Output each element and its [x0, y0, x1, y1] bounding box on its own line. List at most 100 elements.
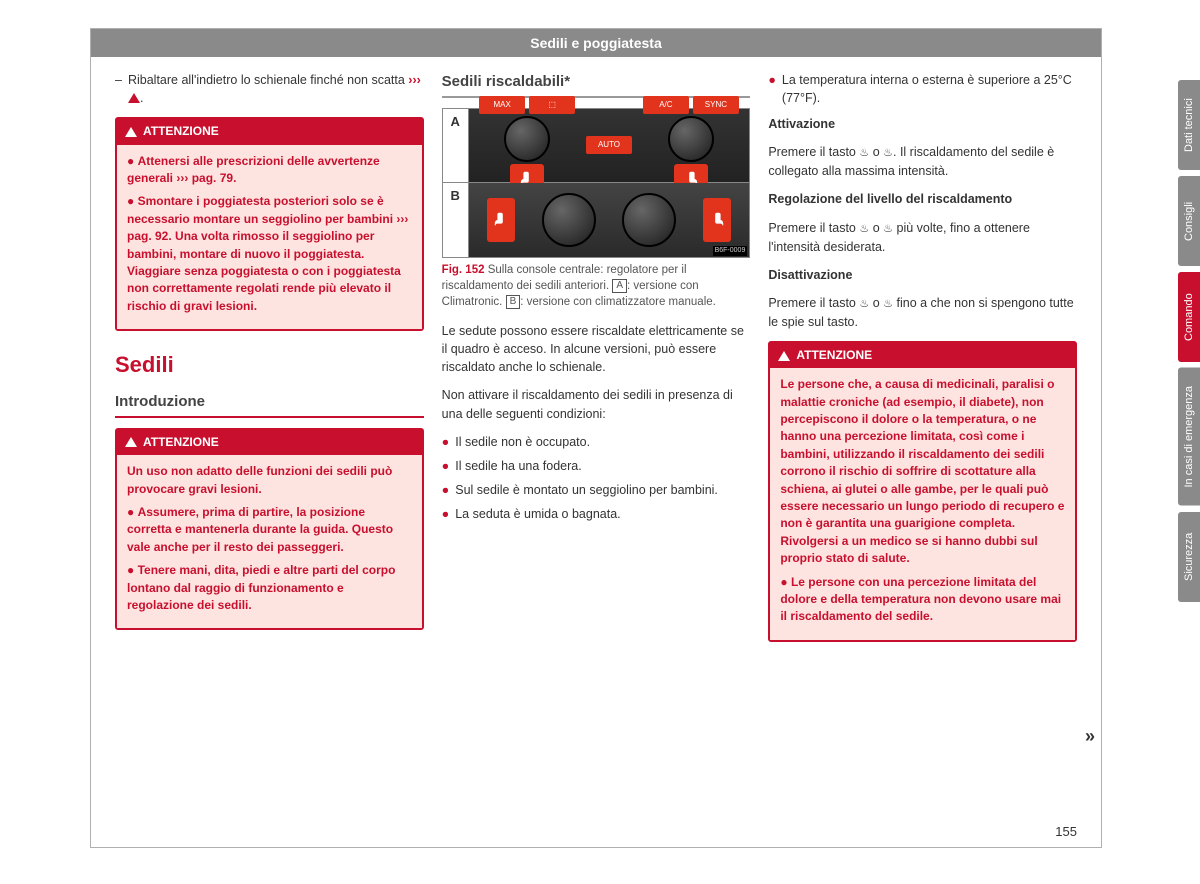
page-ref: pag. 79: [192, 171, 233, 185]
text: Le persone che, a causa di medicinali, p…: [780, 377, 1064, 565]
subsection-introduzione: Introduzione: [115, 391, 424, 418]
warning-triangle-icon: [128, 93, 140, 103]
paragraph-heading: Regolazione del livello del riscaldament…: [768, 190, 1077, 208]
heated-seat-left-button: [487, 198, 515, 242]
paragraph-heading: Attivazione: [768, 115, 1077, 133]
text: o: [869, 221, 883, 235]
manual-page: Sedili e poggiatesta – Ribaltare all'ind…: [90, 28, 1102, 848]
max-button: MAX: [479, 96, 525, 114]
text: Smontare i poggiatesta posteriori solo s…: [127, 194, 393, 225]
bullet-icon: ●: [127, 194, 134, 208]
section-heading-sedili: Sedili: [115, 349, 424, 381]
seat-heat-left-icon: ♨: [859, 147, 869, 159]
warning-triangle-icon: [125, 127, 137, 137]
seat-heat-left-icon: ♨: [859, 223, 869, 235]
page-number: 155: [1055, 824, 1077, 839]
tab-comando[interactable]: Comando: [1178, 272, 1200, 362]
bullet-icon: ●: [442, 505, 450, 523]
box-ref-b: B: [506, 295, 521, 309]
text: . Una volta rimosso il seggiolino per ba…: [127, 229, 401, 313]
figure-box: A MAX ⬚ AUTO: [442, 108, 751, 258]
panel-label-b: B: [443, 183, 469, 257]
left-controls: MAX ⬚: [479, 96, 575, 194]
list-item: ● La seduta è umida o bagnata.: [442, 505, 751, 523]
page-ref: pag. 92: [127, 229, 168, 243]
bullet-icon: ●: [442, 481, 450, 499]
text: Attenersi alle prescrizioni delle avvert…: [127, 154, 380, 185]
seat-heat-left-icon: ♨: [859, 298, 869, 310]
text: Ribaltare all'indietro lo schienale finc…: [128, 73, 405, 87]
warning-box: ATTENZIONE ● Attenersi alle prescrizioni…: [115, 117, 424, 331]
auto-button: AUTO: [586, 136, 632, 154]
warning-body: Le persone che, a causa di medicinali, p…: [770, 368, 1075, 639]
column-1: – Ribaltare all'indietro lo schienale fi…: [115, 71, 424, 656]
climatronic-panel-image: MAX ⬚ AUTO A/C SYNC: [469, 109, 750, 182]
column-3: ●La temperatura interna o esterna è supe…: [768, 71, 1077, 656]
paragraph-heading: Disattivazione: [768, 266, 1077, 284]
box-ref-a: A: [612, 279, 627, 293]
tab-sicurezza[interactable]: Sicurezza: [1178, 512, 1200, 602]
text: Premere il tasto: [768, 145, 859, 159]
text: Il sedile non è occupato.: [455, 433, 590, 451]
image-code: B6F-0009: [713, 246, 748, 256]
bullet-icon: ●: [442, 457, 450, 475]
list-item: ● Il sedile ha una fodera.: [442, 457, 751, 475]
bullet-icon: ●: [127, 154, 134, 168]
page-header: Sedili e poggiatesta: [91, 29, 1101, 57]
warning-header: ATTENZIONE: [770, 343, 1075, 368]
list-item: ●La temperatura interna o esterna è supe…: [768, 71, 1077, 107]
warning-header: ATTENZIONE: [117, 430, 422, 455]
manual-dial-right: [622, 193, 676, 247]
tab-consigli[interactable]: Consigli: [1178, 176, 1200, 266]
ac-button: A/C: [643, 96, 689, 114]
manual-climate-panel-image: B6F-0009: [469, 183, 750, 257]
warning-title: ATTENZIONE: [796, 347, 872, 364]
intro-text: Ribaltare all'indietro lo schienale finc…: [128, 71, 424, 107]
ref-arrow-icon: ›››: [176, 171, 188, 185]
figure-panel-b: B B6F-0009: [443, 183, 750, 257]
sync-button: SYNC: [693, 96, 739, 114]
content-columns: – Ribaltare all'indietro lo schienale fi…: [91, 57, 1101, 666]
bullet-icon: ●: [127, 563, 134, 577]
figure-caption: Fig. 152 Sulla console centrale: regolat…: [442, 262, 751, 310]
text: Un uso non adatto delle funzioni dei sed…: [127, 464, 392, 495]
seat-heat-right-icon: ♨: [883, 147, 893, 159]
warning-box: ATTENZIONE Le persone che, a causa di me…: [768, 341, 1077, 642]
text: La temperatura interna o esterna è super…: [782, 71, 1077, 107]
seat-heat-right-icon: ♨: [883, 298, 893, 310]
defrost-button: ⬚: [529, 96, 575, 114]
ref-arrow-icon: ›››: [408, 73, 421, 87]
text: o: [869, 145, 883, 159]
text: La seduta è umida o bagnata.: [455, 505, 620, 523]
column-2: Sedili riscaldabili* A MAX ⬚: [442, 71, 751, 656]
side-tabs: Dati tecnici Consigli Comando In casi di…: [1178, 80, 1200, 602]
warning-box: ATTENZIONE Un uso non adatto delle funzi…: [115, 428, 424, 631]
subsection-sedili-riscaldabili: Sedili riscaldabili*: [442, 71, 751, 98]
temp-dial-right: [668, 116, 714, 162]
dash-marker: –: [115, 71, 122, 107]
seat-heat-right-icon: ♨: [883, 223, 893, 235]
text: Premere il tasto: [768, 296, 859, 310]
body-text: Non attivare il riscaldamento dei sedili…: [442, 386, 751, 422]
tab-emergenza[interactable]: In casi di emergenza: [1178, 368, 1200, 506]
temp-dial-left: [504, 116, 550, 162]
text: Il sedile ha una fodera.: [455, 457, 581, 475]
body-text: Premere il tasto ♨ o ♨ fino a che non si…: [768, 294, 1077, 331]
warning-triangle-icon: [125, 437, 137, 447]
center-controls: AUTO: [586, 136, 632, 154]
tab-dati-tecnici[interactable]: Dati tecnici: [1178, 80, 1200, 170]
bullet-icon: ●: [442, 433, 450, 451]
warning-body: ● Attenersi alle prescrizioni delle avve…: [117, 145, 422, 330]
body-text: Premere il tasto ♨ o ♨ più volte, fino a…: [768, 219, 1077, 256]
panel-label-a: A: [443, 109, 469, 182]
warning-triangle-icon: [778, 351, 790, 361]
warning-title: ATTENZIONE: [143, 123, 219, 140]
warning-title: ATTENZIONE: [143, 434, 219, 451]
caption-text: : versione con climatizzatore manuale.: [520, 296, 716, 308]
heated-seat-right-button: [703, 198, 731, 242]
list-item: ● Il sedile non è occupato.: [442, 433, 751, 451]
text: Tenere mani, dita, piedi e altre parti d…: [127, 563, 395, 612]
manual-dial-left: [542, 193, 596, 247]
figure-number: Fig. 152: [442, 264, 485, 276]
text: Le persone con una percezione limitata d…: [780, 575, 1061, 624]
